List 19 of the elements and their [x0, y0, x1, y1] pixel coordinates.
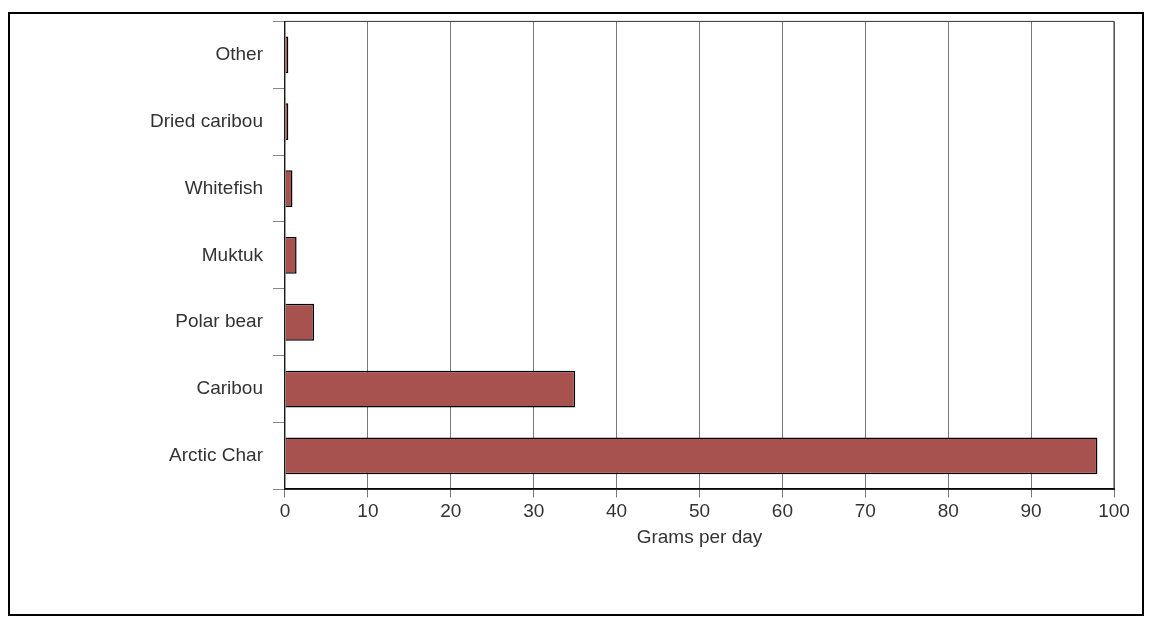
- x-tick-label: 40: [606, 500, 628, 522]
- x-tick-label: 80: [937, 500, 959, 522]
- x-tick-label: 30: [523, 500, 545, 522]
- x-tick-label: 0: [279, 500, 291, 522]
- x-tick-label: 50: [688, 500, 711, 522]
- y-tick-label: Dried caribou: [150, 109, 263, 131]
- x-tick-label: 10: [357, 500, 379, 522]
- y-tick-label: Arctic Char: [169, 444, 264, 466]
- x-tick-label: 70: [854, 500, 876, 522]
- y-tick-label: Polar bear: [175, 310, 264, 332]
- x-tick-label: 20: [440, 500, 462, 522]
- y-tick-label: Muktuk: [201, 243, 264, 265]
- x-axis-title: Grams per day: [636, 525, 763, 547]
- y-tick-label: Caribou: [196, 377, 263, 399]
- x-tick-label: 60: [771, 500, 793, 522]
- y-tick-label: Whitefish: [184, 176, 263, 198]
- x-tick-label: 90: [1020, 500, 1042, 522]
- y-tick-label: Other: [215, 43, 264, 65]
- x-tick-label: 100: [1098, 500, 1130, 522]
